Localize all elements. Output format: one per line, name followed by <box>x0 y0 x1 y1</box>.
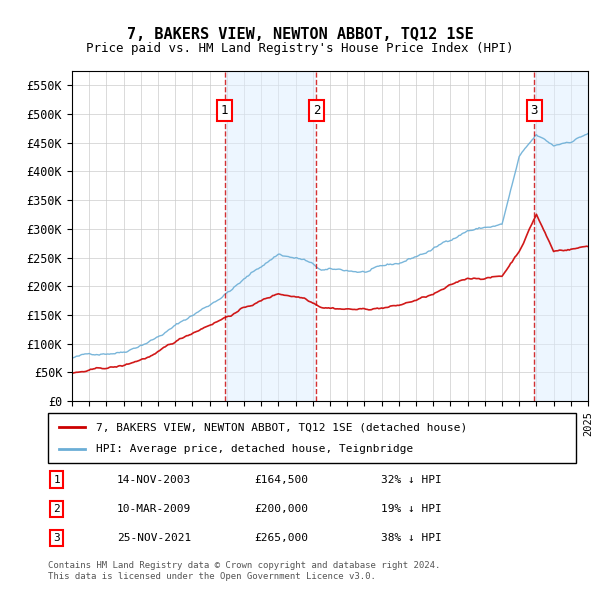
Text: 14-NOV-2003: 14-NOV-2003 <box>116 474 191 484</box>
FancyBboxPatch shape <box>48 413 576 463</box>
Bar <box>534 71 588 401</box>
Bar <box>224 71 316 401</box>
Text: This data is licensed under the Open Government Licence v3.0.: This data is licensed under the Open Gov… <box>48 572 376 581</box>
Text: 3: 3 <box>53 533 60 543</box>
Text: £164,500: £164,500 <box>254 474 308 484</box>
Text: 1: 1 <box>53 474 60 484</box>
Text: £265,000: £265,000 <box>254 533 308 543</box>
Text: 25-NOV-2021: 25-NOV-2021 <box>116 533 191 543</box>
Text: 2: 2 <box>313 104 320 117</box>
Text: 3: 3 <box>530 104 538 117</box>
Text: HPI: Average price, detached house, Teignbridge: HPI: Average price, detached house, Teig… <box>95 444 413 454</box>
Text: 2: 2 <box>53 504 60 514</box>
Text: Contains HM Land Registry data © Crown copyright and database right 2024.: Contains HM Land Registry data © Crown c… <box>48 560 440 569</box>
Text: 19% ↓ HPI: 19% ↓ HPI <box>380 504 442 514</box>
Text: 38% ↓ HPI: 38% ↓ HPI <box>380 533 442 543</box>
Text: 32% ↓ HPI: 32% ↓ HPI <box>380 474 442 484</box>
Text: £200,000: £200,000 <box>254 504 308 514</box>
Text: Price paid vs. HM Land Registry's House Price Index (HPI): Price paid vs. HM Land Registry's House … <box>86 42 514 55</box>
Text: 10-MAR-2009: 10-MAR-2009 <box>116 504 191 514</box>
Text: 7, BAKERS VIEW, NEWTON ABBOT, TQ12 1SE (detached house): 7, BAKERS VIEW, NEWTON ABBOT, TQ12 1SE (… <box>95 422 467 432</box>
Text: 7, BAKERS VIEW, NEWTON ABBOT, TQ12 1SE: 7, BAKERS VIEW, NEWTON ABBOT, TQ12 1SE <box>127 27 473 41</box>
Text: 1: 1 <box>221 104 229 117</box>
